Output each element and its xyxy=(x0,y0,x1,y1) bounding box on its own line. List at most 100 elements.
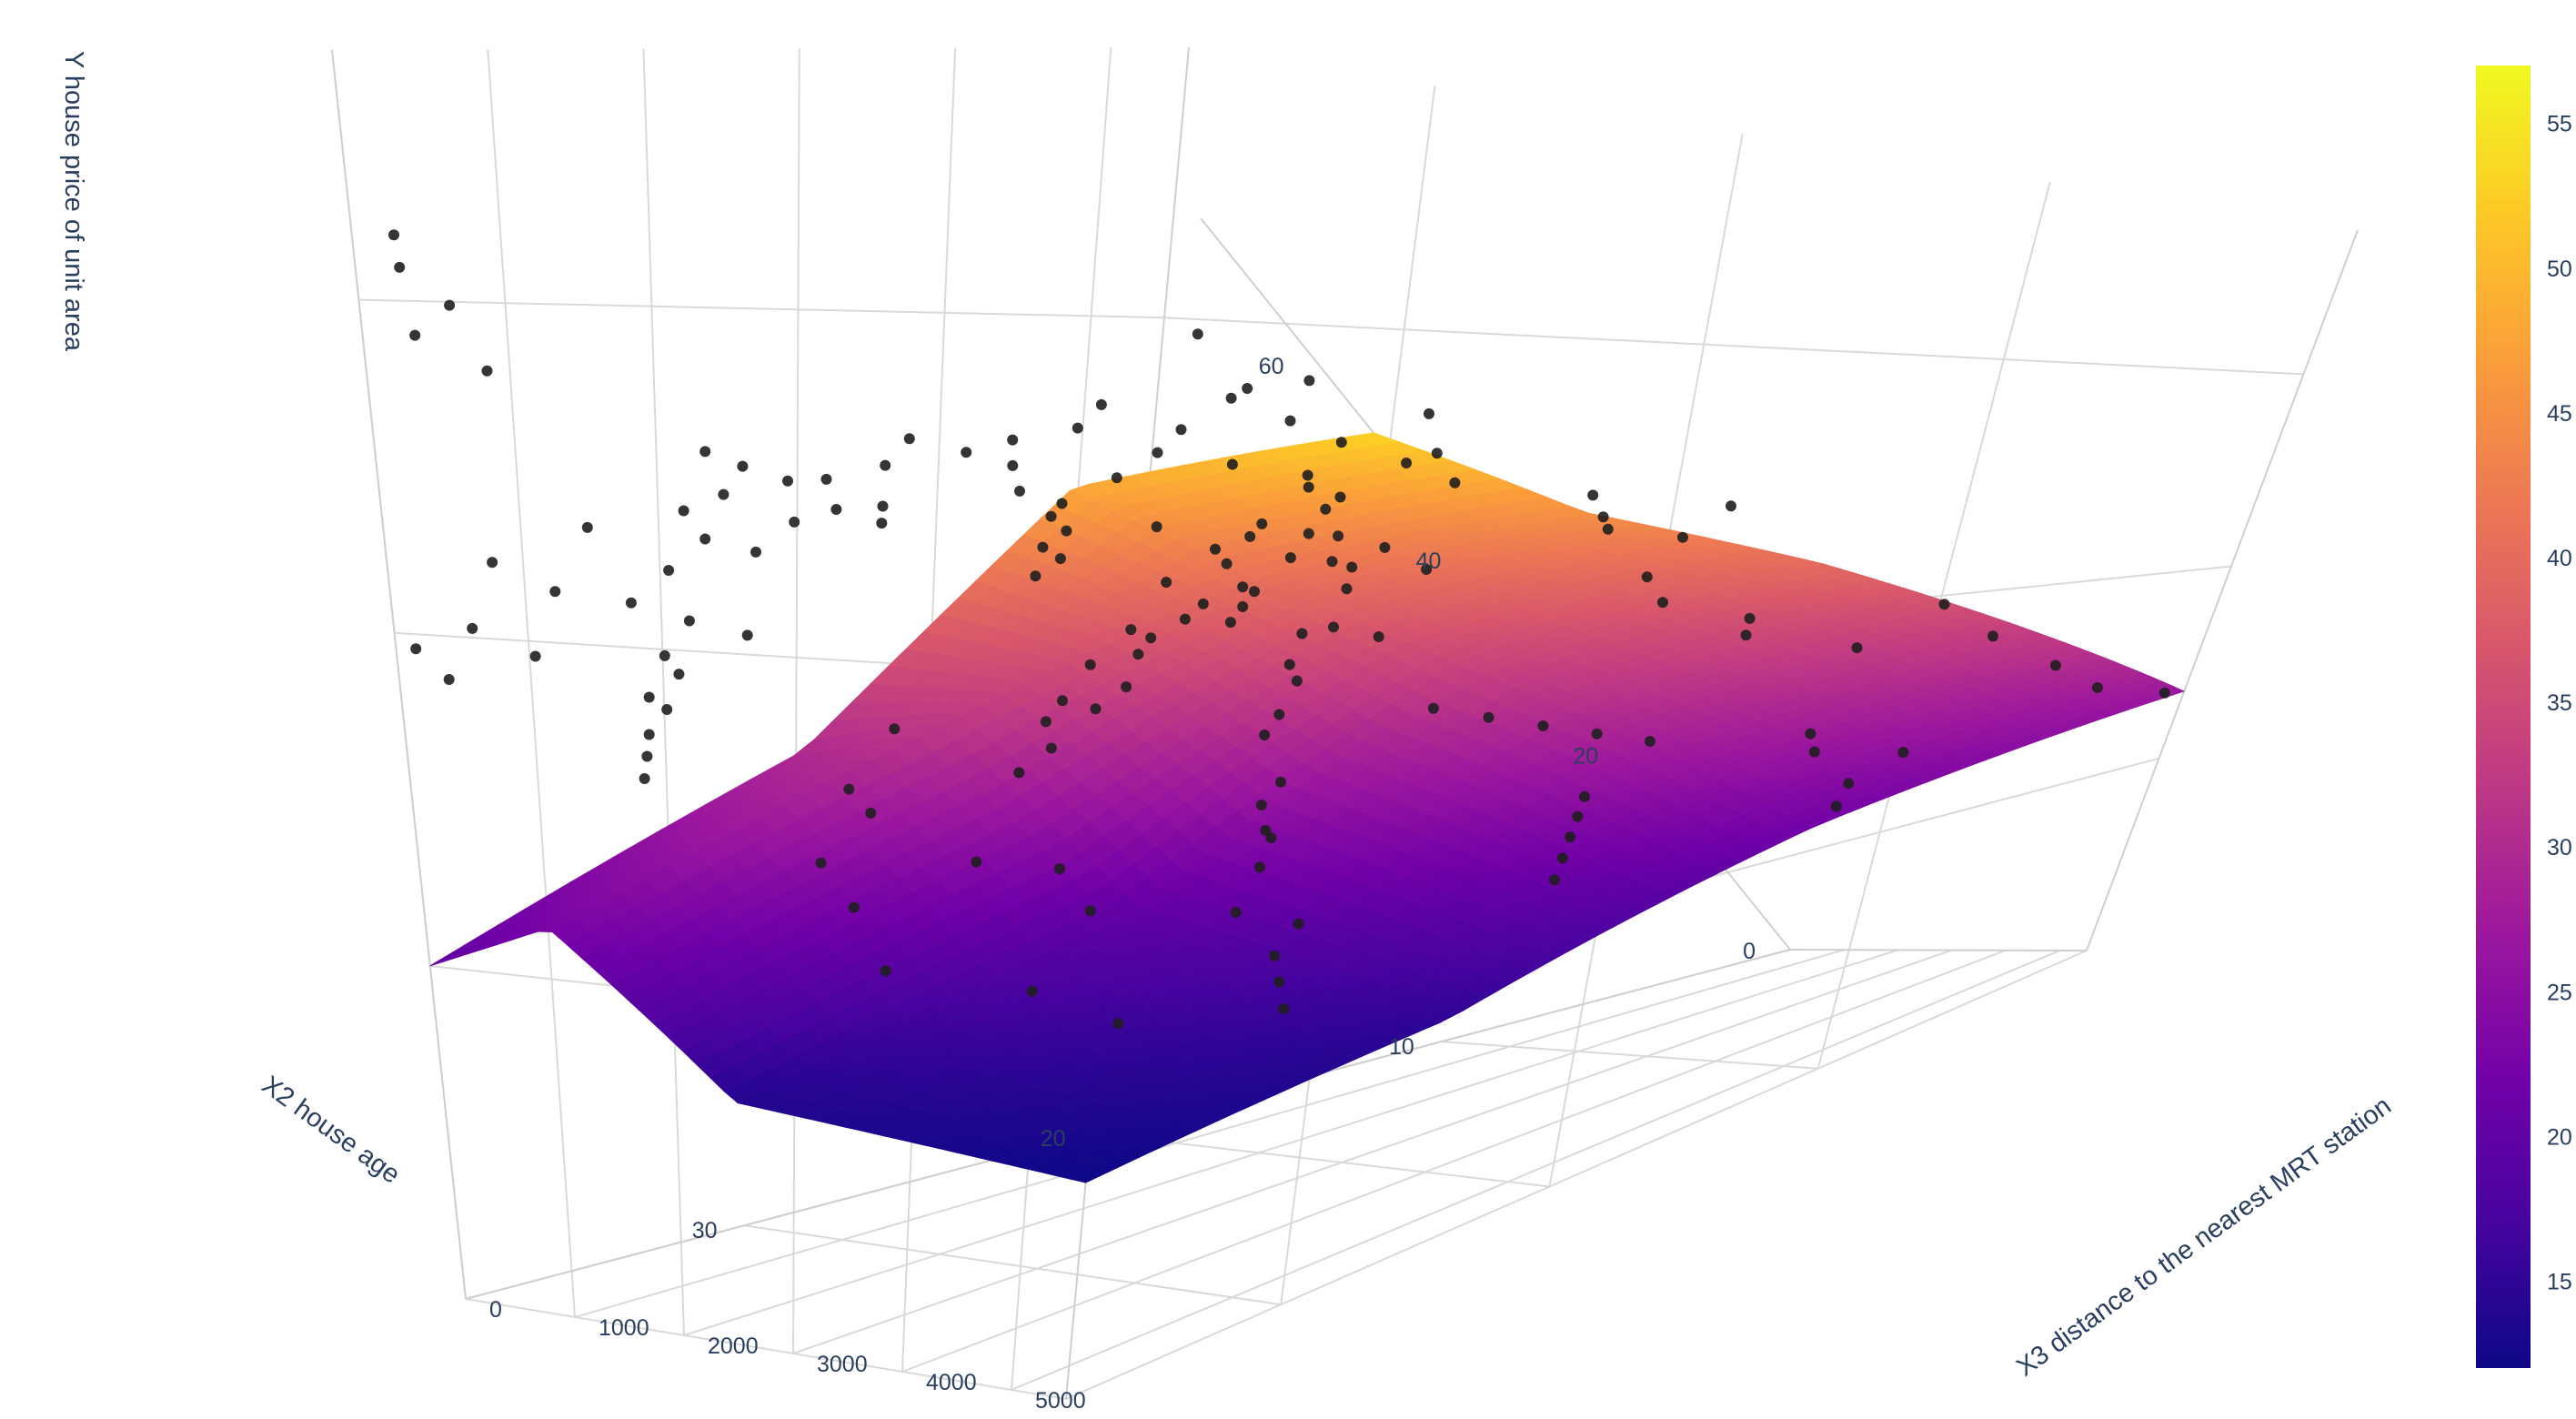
z-axis-title: Y house price of unit area xyxy=(59,51,88,352)
data-point xyxy=(1007,459,1019,471)
data-point xyxy=(718,488,730,500)
data-point xyxy=(1291,675,1303,687)
data-point xyxy=(880,965,891,977)
data-point xyxy=(1333,530,1344,542)
z-tick-label: 0 xyxy=(1743,939,1756,964)
grid-line-y-floor xyxy=(683,949,1898,1336)
data-point xyxy=(1302,469,1313,481)
data-point xyxy=(1744,612,1756,624)
data-point xyxy=(1045,742,1057,754)
data-point xyxy=(643,729,655,740)
data-point xyxy=(1045,510,1057,522)
data-point xyxy=(1260,824,1272,836)
colorbar-tick-label: 35 xyxy=(2547,690,2572,716)
data-point xyxy=(903,433,915,445)
data-point xyxy=(815,857,827,869)
data-point xyxy=(1112,1018,1124,1030)
data-point xyxy=(1175,424,1187,436)
x-tick-label: 30 xyxy=(692,1218,718,1243)
box-edge xyxy=(331,49,467,1300)
y-tick-label: 5000 xyxy=(1035,1388,1086,1414)
data-point xyxy=(1237,601,1249,612)
data-point xyxy=(1210,543,1221,555)
box-edge xyxy=(2086,229,2359,951)
data-point xyxy=(1537,720,1549,731)
data-point xyxy=(1549,874,1560,886)
data-point xyxy=(1645,736,1655,747)
data-point xyxy=(1335,437,1347,448)
data-point xyxy=(737,460,749,472)
grid-line-y-floor xyxy=(1011,949,2060,1391)
data-point xyxy=(481,365,493,377)
data-point xyxy=(639,773,650,784)
x-axis-title: X2 house age xyxy=(257,1071,406,1190)
grid-line-y-wall xyxy=(642,48,685,1336)
data-point xyxy=(467,622,478,634)
data-point xyxy=(1657,597,1668,609)
data-point xyxy=(410,643,422,655)
data-point xyxy=(1226,458,1238,470)
data-point xyxy=(443,674,455,685)
grid-line-z-wall-y xyxy=(1163,317,2304,376)
grid-line-y-wall xyxy=(792,48,800,1354)
data-point xyxy=(1237,581,1249,593)
data-point xyxy=(1265,832,1277,844)
x-tick-label: 10 xyxy=(1389,1034,1414,1060)
data-point xyxy=(1084,659,1096,670)
data-point xyxy=(1273,976,1285,988)
data-point xyxy=(741,629,753,641)
data-point xyxy=(581,521,593,533)
colorbar: 15 20 25 30 35 40 45 50 55 xyxy=(2476,65,2572,1368)
data-point xyxy=(1293,918,1304,930)
data-point xyxy=(1072,422,1083,434)
data-point xyxy=(1987,630,1998,642)
colorbar-bar xyxy=(2476,65,2531,1368)
data-point xyxy=(1197,598,1209,609)
data-point xyxy=(1740,629,1752,641)
data-point xyxy=(1145,632,1157,644)
data-point xyxy=(1401,458,1413,468)
data-point xyxy=(1421,564,1433,575)
data-point xyxy=(1328,621,1339,633)
data-point xyxy=(1579,790,1590,802)
y-tick-label: 0 xyxy=(489,1297,502,1323)
data-point xyxy=(971,856,982,868)
data-point xyxy=(1449,477,1461,488)
y-tick-label: 4000 xyxy=(926,1370,977,1395)
data-point xyxy=(1379,541,1391,553)
grid-line-x-floor xyxy=(744,1224,1282,1306)
scatter-points xyxy=(388,229,2170,1030)
data-point xyxy=(1326,556,1338,568)
data-point xyxy=(1221,558,1233,569)
data-point xyxy=(1602,523,1614,535)
data-point xyxy=(1483,711,1494,723)
colorbar-tick-label: 45 xyxy=(2547,401,2572,427)
surface-facet xyxy=(443,942,481,962)
data-point xyxy=(1254,861,1265,873)
data-point xyxy=(1040,716,1052,728)
colorbar-tick-label: 20 xyxy=(2547,1124,2572,1150)
data-point xyxy=(1808,746,1820,758)
colorbar-tick-label: 30 xyxy=(2547,835,2572,860)
data-point xyxy=(1111,472,1122,484)
data-point xyxy=(1726,500,1736,512)
data-point xyxy=(1030,570,1041,582)
y-tick-label: 2000 xyxy=(708,1333,759,1359)
data-point xyxy=(1296,628,1308,639)
data-point xyxy=(1014,485,1025,497)
surface-facet xyxy=(1354,432,1400,446)
data-point xyxy=(409,329,421,341)
data-point xyxy=(388,229,399,241)
colorbar-tick-label: 25 xyxy=(2547,980,2572,1005)
data-point xyxy=(1334,491,1346,503)
data-point xyxy=(1244,530,1256,542)
data-point xyxy=(1026,985,1038,997)
data-point xyxy=(782,475,793,487)
grid-line-y-wall xyxy=(487,49,576,1318)
z-tick-label: 40 xyxy=(1416,548,1442,574)
data-point xyxy=(1224,617,1236,629)
data-point xyxy=(1427,702,1439,714)
data-point xyxy=(678,505,689,517)
data-point xyxy=(1037,541,1049,553)
